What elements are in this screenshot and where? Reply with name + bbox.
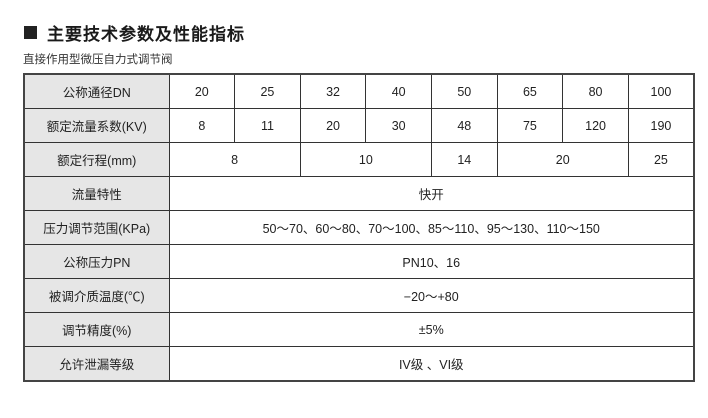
cell: 11 (234, 108, 301, 143)
cell: 8 (168, 142, 301, 177)
cell: ±5% (168, 312, 695, 347)
table-row-dn: 公称通径DN 20 25 32 40 50 65 80 100 (23, 73, 695, 109)
heading-text: 主要技术参数及性能指标 (47, 25, 245, 45)
table-row-pressure-range: 压力调节范围(KPa) 50～70、60～80、70～100、85～110、95… (23, 210, 695, 245)
row-label: 被调介质温度(℃) (23, 278, 170, 313)
cell: 14 (431, 142, 498, 177)
row-label: 调节精度(%) (23, 312, 170, 347)
subtitle: 直接作用型微压自力式调节阀 (23, 52, 173, 66)
cell: 190 (627, 108, 695, 143)
table-row-accuracy: 调节精度(%) ±5% (23, 312, 695, 347)
cell: PN10、16 (168, 244, 695, 279)
table-row-temp: 被调介质温度(℃) −20～+80 (23, 278, 695, 313)
cell: 30 (365, 108, 432, 143)
cell: 20 (168, 73, 236, 109)
cell: −20～+80 (168, 278, 695, 313)
table-row-kv: 额定流量系数(KV) 8 11 20 30 48 75 120 190 (23, 108, 695, 143)
cell: 80 (562, 73, 629, 109)
table-row-leakage: 允许泄漏等级 IV级 、VI级 (23, 346, 695, 382)
cell: 25 (234, 73, 301, 109)
cell: 25 (627, 142, 695, 177)
row-label: 额定行程(mm) (23, 142, 170, 177)
row-label: 公称通径DN (23, 73, 170, 109)
row-label: 流量特性 (23, 176, 170, 211)
row-label: 允许泄漏等级 (23, 346, 170, 382)
cell: IV级 、VI级 (168, 346, 695, 382)
row-label: 压力调节范围(KPa) (23, 210, 170, 245)
spec-table: 公称通径DN 20 25 32 40 50 65 80 100 额定流量系数(K… (23, 73, 695, 382)
square-bullet-icon (24, 26, 37, 39)
cell: 50～70、60～80、70～100、85～110、95～130、110～150 (168, 210, 695, 245)
cell: 100 (627, 73, 695, 109)
table-row-stroke: 额定行程(mm) 8 10 14 20 25 (23, 142, 695, 177)
cell: 8 (168, 108, 236, 143)
cell: 75 (496, 108, 564, 143)
cell: 10 (299, 142, 433, 177)
cell: 32 (299, 73, 367, 109)
cell: 快开 (168, 176, 695, 211)
cell: 65 (496, 73, 564, 109)
row-label: 额定流量系数(KV) (23, 108, 170, 143)
table-row-pn: 公称压力PN PN10、16 (23, 244, 695, 279)
row-label: 公称压力PN (23, 244, 170, 279)
cell: 20 (496, 142, 629, 177)
cell: 40 (365, 73, 432, 109)
section-heading: 主要技术参数及性能指标 (24, 20, 245, 45)
table-row-flow-char: 流量特性 快开 (23, 176, 695, 211)
cell: 20 (299, 108, 367, 143)
cell: 120 (562, 108, 629, 143)
cell: 48 (431, 108, 498, 143)
cell: 50 (431, 73, 498, 109)
